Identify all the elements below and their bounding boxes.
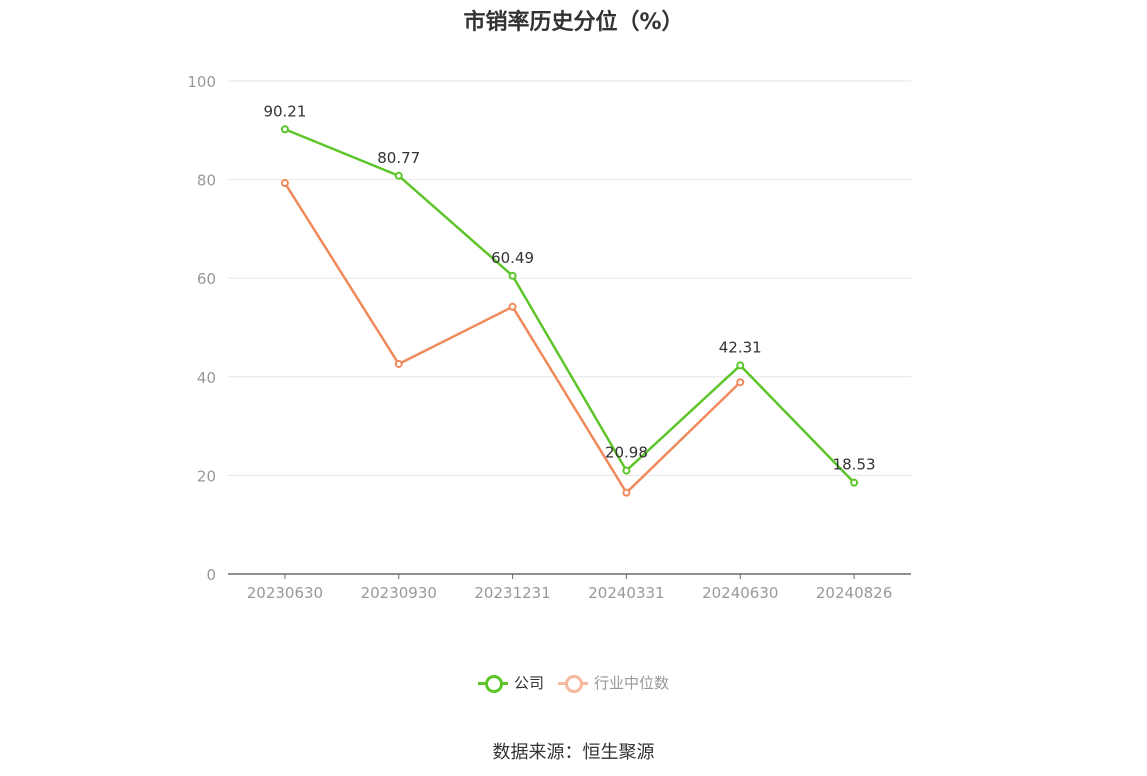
legend-label-industry-median: 行业中位数 [594, 674, 670, 692]
data-label: 80.77 [377, 149, 420, 167]
data-point [622, 466, 631, 475]
y-tick-label: 60 [197, 270, 216, 288]
legend-label-company: 公司 [513, 674, 544, 692]
legend-item-industry-median[interactable]: 行业中位数 [558, 672, 669, 693]
data-point [280, 125, 289, 134]
x-tick-label: 20230630 [247, 584, 323, 602]
x-tick-label: 20240826 [816, 584, 892, 602]
data-point [850, 478, 859, 487]
data-point [508, 302, 517, 311]
data-point [394, 359, 403, 368]
legend-swatch-industry-median [558, 674, 588, 693]
data-label: 60.49 [491, 249, 534, 267]
y-tick-label: 40 [197, 369, 216, 387]
data-label: 18.53 [833, 456, 876, 474]
data-point [394, 171, 403, 180]
data-source: 数据来源：恒生聚源 [492, 742, 655, 763]
legend-item-company[interactable]: 公司 [477, 672, 544, 693]
data-point [736, 378, 745, 387]
series-line-1 [283, 182, 742, 495]
data-point [736, 361, 745, 370]
data-point [280, 179, 289, 188]
data-label: 42.31 [719, 338, 762, 356]
legend: 公司 行业中位数 [0, 672, 1147, 693]
legend-swatch-company [477, 674, 508, 693]
data-point [622, 488, 631, 497]
y-tick-label: 80 [197, 172, 216, 190]
data-label: 20.98 [605, 444, 648, 462]
data-label: 90.21 [263, 102, 306, 120]
y-tick-label: 0 [206, 566, 216, 584]
x-tick-label: 20240630 [702, 584, 778, 602]
series-line-0 [284, 128, 855, 484]
y-tick-label: 20 [197, 467, 216, 485]
chart-title: 市销率历史分位（%） [463, 10, 684, 35]
x-tick-label: 20240331 [588, 584, 664, 602]
y-tick-label: 100 [187, 73, 216, 91]
x-tick-label: 20231231 [474, 584, 550, 602]
x-tick-label: 20230930 [361, 584, 437, 602]
data-point [508, 271, 517, 280]
